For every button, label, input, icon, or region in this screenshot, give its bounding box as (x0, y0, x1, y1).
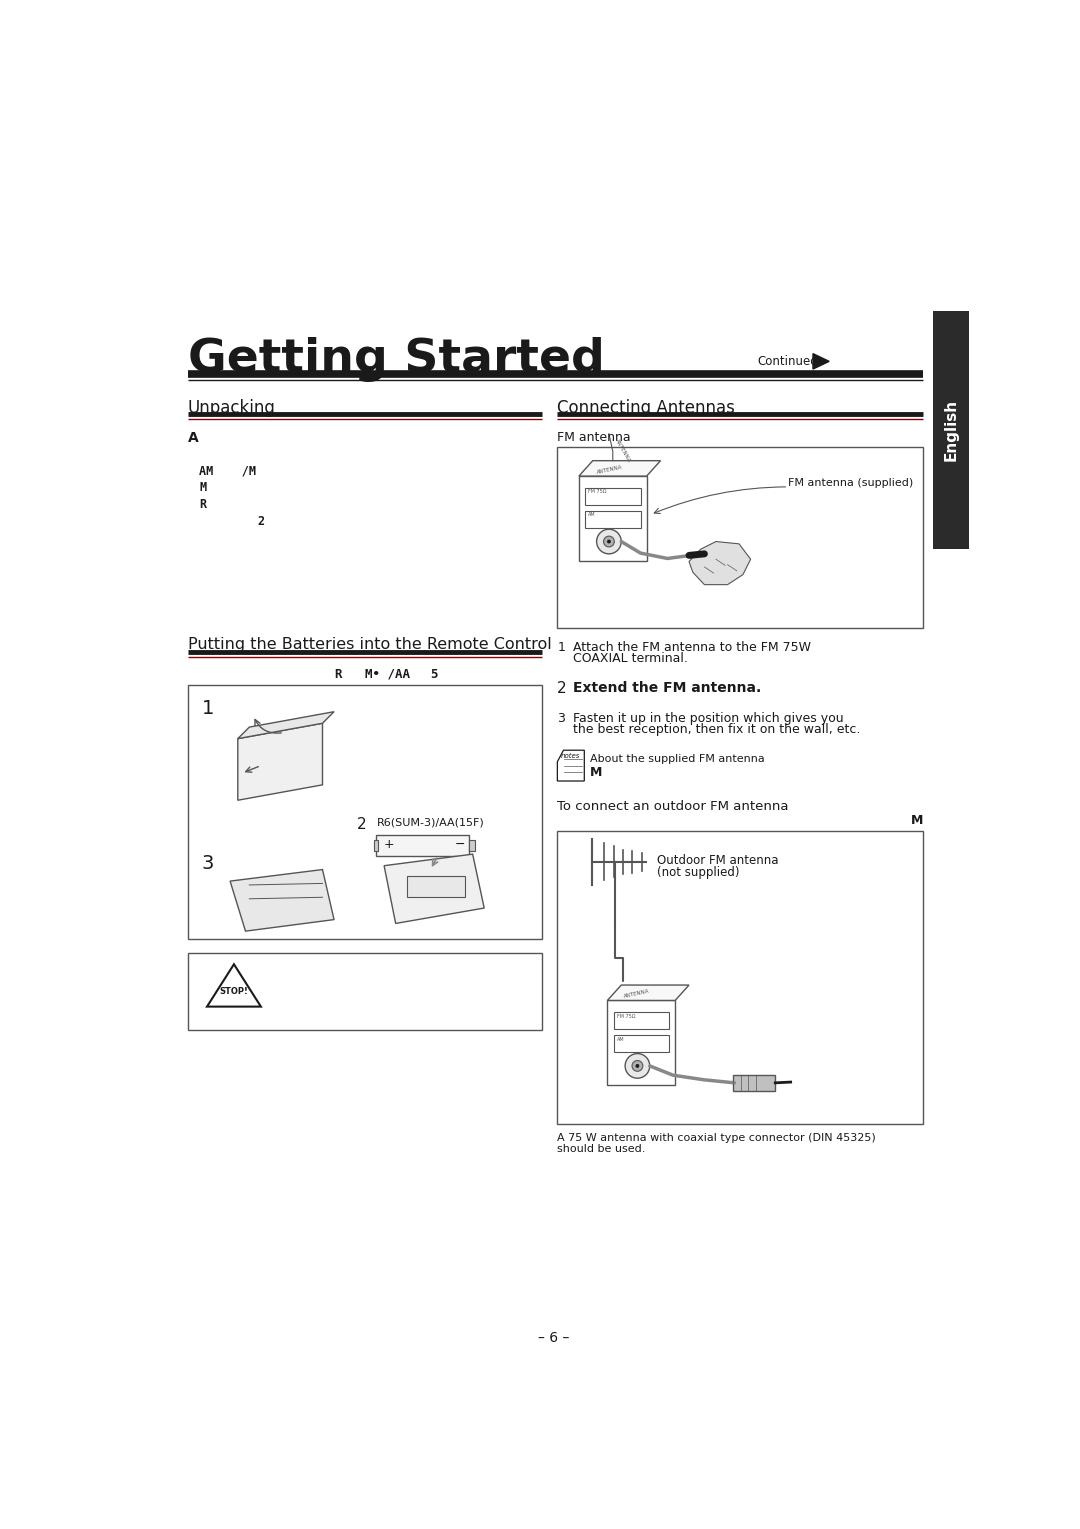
Circle shape (604, 537, 615, 547)
Text: Attach the FM antenna to the FM 75W: Attach the FM antenna to the FM 75W (572, 641, 811, 654)
Text: the best reception, then fix it on the wall, etc.: the best reception, then fix it on the w… (572, 723, 860, 737)
Text: ANTENNA: ANTENNA (623, 989, 650, 1000)
Text: −: − (455, 838, 465, 852)
Bar (733, 1075, 775, 1090)
Circle shape (625, 1053, 650, 1078)
Polygon shape (238, 711, 334, 739)
Text: Connecting Antennas: Connecting Antennas (557, 399, 735, 417)
Polygon shape (230, 870, 334, 931)
Bar (613, 1035, 669, 1052)
Bar (374, 841, 378, 852)
Bar (607, 1000, 675, 1086)
Bar (579, 476, 647, 561)
Text: FM antenna (supplied): FM antenna (supplied) (788, 477, 914, 488)
Text: FM 75Ω: FM 75Ω (617, 1014, 635, 1018)
Circle shape (636, 1064, 639, 1067)
Text: Fasten it up in the position which gives you: Fasten it up in the position which gives… (572, 711, 843, 725)
Text: should be used.: should be used. (557, 1144, 646, 1154)
Text: ANTENNA: ANTENNA (596, 465, 623, 476)
Text: Continued: Continued (757, 355, 819, 368)
Text: 5: 5 (430, 668, 437, 680)
Text: 3: 3 (202, 855, 214, 873)
Text: 1: 1 (557, 641, 565, 654)
Text: ANTENNA: ANTENNA (615, 437, 632, 463)
Bar (933, 310, 970, 549)
Text: English: English (944, 399, 959, 460)
Text: STOP!: STOP! (219, 986, 248, 995)
Text: 2: 2 (257, 515, 265, 529)
Circle shape (596, 529, 621, 553)
Text: (not supplied): (not supplied) (658, 867, 740, 879)
Text: R: R (200, 498, 206, 511)
Bar (557, 446, 923, 628)
Text: Outdoor FM antenna: Outdoor FM antenna (658, 855, 779, 867)
Circle shape (632, 1061, 643, 1072)
Text: notes: notes (562, 754, 581, 760)
Polygon shape (607, 985, 689, 1000)
Text: M• /AA: M• /AA (365, 668, 409, 680)
Text: Extend the FM antenna.: Extend the FM antenna. (572, 680, 761, 694)
Text: A: A (188, 431, 199, 445)
Bar (407, 876, 465, 898)
Polygon shape (384, 855, 484, 924)
Text: AM: AM (617, 1037, 624, 1041)
Circle shape (607, 540, 610, 543)
Text: Putting the Batteries into the Remote Control: Putting the Batteries into the Remote Co… (188, 638, 552, 651)
Text: +: + (384, 838, 394, 852)
Polygon shape (238, 723, 323, 800)
Text: 1: 1 (202, 699, 214, 717)
Text: AM: AM (589, 512, 596, 517)
Bar (585, 488, 640, 505)
Bar (557, 832, 923, 1124)
Text: 2: 2 (357, 816, 367, 832)
Text: FM antenna: FM antenna (557, 431, 631, 445)
Text: Unpacking: Unpacking (188, 399, 275, 417)
Text: About the supplied FM antenna: About the supplied FM antenna (590, 754, 765, 764)
Text: 3: 3 (557, 711, 565, 725)
Bar (585, 511, 640, 528)
Polygon shape (579, 460, 661, 476)
Polygon shape (813, 353, 829, 368)
Text: M: M (910, 813, 923, 827)
Polygon shape (689, 541, 751, 584)
Text: R6(SUM-3)/AA(15F): R6(SUM-3)/AA(15F) (377, 816, 484, 827)
Text: To connect an outdoor FM antenna: To connect an outdoor FM antenna (557, 800, 788, 813)
Text: COAXIAL terminal.: COAXIAL terminal. (572, 653, 688, 665)
Text: R: R (334, 668, 341, 680)
Polygon shape (557, 751, 584, 781)
Text: Getting Started: Getting Started (188, 338, 605, 382)
Text: AM    /M: AM /M (200, 465, 256, 477)
Bar (613, 1012, 669, 1029)
Bar (188, 953, 542, 1029)
Text: – 6 –: – 6 – (538, 1330, 569, 1346)
Text: 2: 2 (557, 680, 567, 696)
Bar (377, 835, 469, 856)
Text: FM 75Ω: FM 75Ω (589, 489, 607, 494)
Text: M: M (200, 482, 206, 494)
Bar (188, 685, 542, 939)
Text: A 75 W antenna with coaxial type connector (DIN 45325): A 75 W antenna with coaxial type connect… (557, 1133, 876, 1142)
Text: M: M (590, 766, 602, 778)
Bar (469, 841, 475, 852)
